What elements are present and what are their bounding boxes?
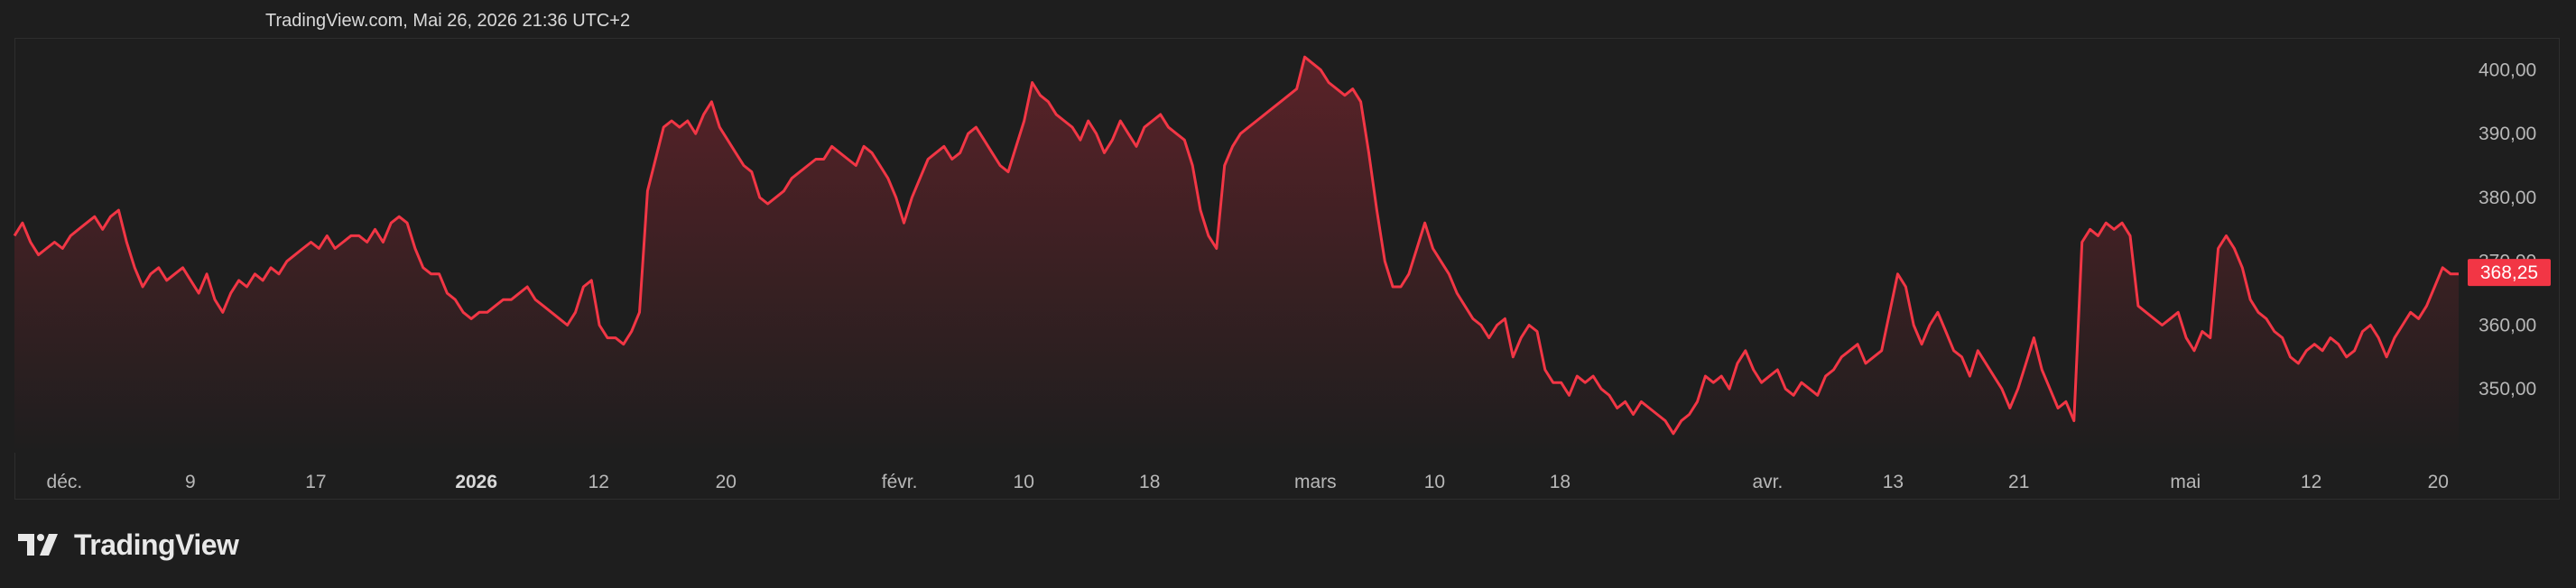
x-tick-label: déc. (47, 472, 83, 492)
x-axis[interactable]: déc. 9 17 2026 12 20 févr. 10 18 mars 10 18 avr. 13 21… (47, 472, 2449, 492)
x-tick-label: 13 (1883, 472, 1904, 492)
x-tick-label: 2026 (455, 472, 497, 492)
price-area-fill (14, 57, 2459, 453)
price-line (13, 55, 2459, 436)
x-tick-label: mars (1294, 472, 1337, 492)
x-tick-label: févr. (882, 472, 918, 492)
y-tick-label: 350,00 (2479, 379, 2536, 400)
x-tick-label: 17 (305, 472, 326, 492)
last-price-label: 368,25 (2468, 259, 2551, 287)
x-tick-label: 12 (588, 472, 609, 492)
y-tick-label: 380,00 (2479, 188, 2536, 208)
last-price-value: 368,25 (2480, 262, 2538, 283)
y-tick-label: 390,00 (2479, 124, 2536, 144)
x-tick-label: avr. (1752, 472, 1783, 492)
x-tick-label: 18 (1139, 472, 1160, 492)
x-tick-label: 20 (2428, 472, 2449, 492)
y-tick-label: 400,00 (2479, 60, 2536, 80)
x-tick-label: 12 (2301, 472, 2321, 492)
y-tick-label: 360,00 (2479, 315, 2536, 335)
x-tick-label: mai (2170, 472, 2201, 492)
x-tick-label: 9 (185, 472, 196, 492)
x-tick-label: 10 (1424, 472, 1445, 492)
brand-name: TradingView (74, 528, 239, 561)
tradingview-logo-icon (18, 534, 58, 556)
x-tick-label: 21 (2008, 472, 2029, 492)
tradingview-brand[interactable]: TradingView (16, 525, 239, 565)
last-price-badge (2468, 259, 2551, 287)
chart-timestamp: TradingView.com, Mai 26, 2026 21:36 UTC+… (265, 11, 631, 31)
x-tick-label: 20 (716, 472, 737, 492)
x-tick-label: 10 (1014, 472, 1034, 492)
x-tick-label: 18 (1550, 472, 1571, 492)
chart-header: TradingView.com, Mai 26, 2026 21:36 UTC+… (0, 0, 2576, 38)
